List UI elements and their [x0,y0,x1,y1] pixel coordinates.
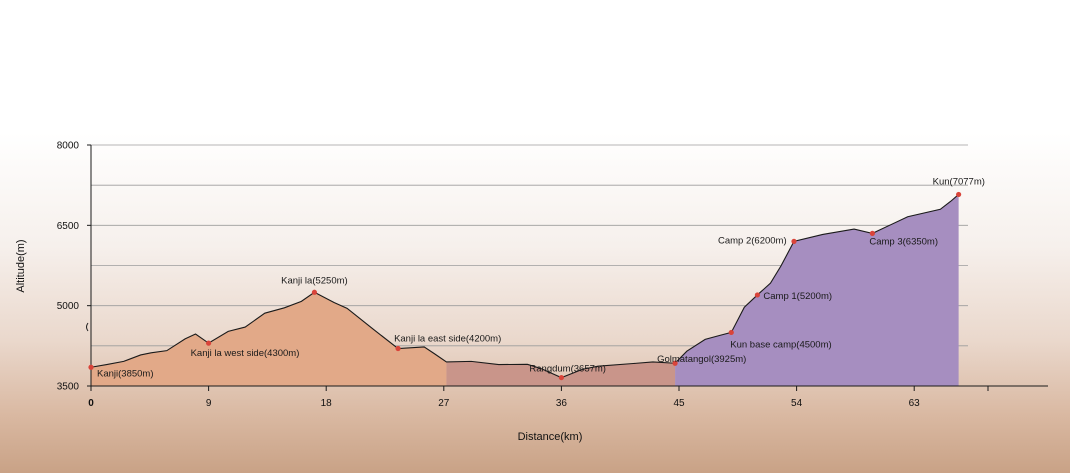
y-tick-label: 3500 [57,382,80,393]
x-tick-label: 54 [791,398,803,409]
waypoint-markers: Kanji(3850m) Kanji la west side(4300m) Kan… [88,176,985,381]
x-axis-title: Distance(km) [518,431,583,443]
y-tick-label: 6500 [57,221,80,232]
waypoint-label: Kanji la(5250m) [281,275,348,286]
x-tick-label: 9 [206,398,212,409]
profile-segment-3 [675,194,959,386]
profile-segment-2 [446,361,676,386]
waypoint-marker [754,292,761,298]
waypoint-marker [395,345,401,352]
axes: 3500 5000 6500 8000 0 9 18 27 36 45 54 63 [57,141,1048,409]
x-tick-label: 63 [909,398,921,409]
profile-areas [90,194,959,386]
x-tick-label: 0 [88,398,94,409]
x-tick-label: 36 [556,398,568,409]
waypoint-marker [869,230,875,236]
waypoint-label: Camp 3(6350m) [869,236,938,247]
waypoint-label: Kanji(3850m) [97,368,154,379]
profile-outline [90,194,959,379]
y-tick-label: 8000 [57,141,80,152]
waypoint-marker [558,374,565,381]
waypoint-marker [791,238,797,244]
x-tick-label: 27 [438,398,450,409]
waypoint-label: Camp 2(6200m) [718,235,787,246]
waypoint-marker [311,289,318,295]
waypoint-label: Kun(7077m) [933,176,985,187]
waypoint-label: Kanji la west side(4300m) [191,348,300,359]
waypoint-marker [672,360,678,366]
profile-segment-1 [91,292,447,386]
y-axis-break [86,322,89,332]
waypoint-label: Kanji la east side(4200m) [394,334,501,345]
waypoint-marker [956,191,962,198]
x-tick-label: 18 [321,398,333,409]
waypoint-marker [206,340,212,346]
x-tick-label: 45 [673,398,685,409]
waypoint-marker [728,329,734,336]
waypoint-label: Kun base camp(4500m) [730,339,831,350]
waypoint-label: Golmatangol(3925m) [657,354,746,365]
waypoint-label: Camp 1(5200m) [763,291,832,302]
waypoint-label: Rangdum(3657m) [529,364,606,375]
y-axis-title: Altitude(m) [15,239,27,292]
y-tick-label: 5000 [57,301,80,312]
waypoint-marker [88,364,94,370]
